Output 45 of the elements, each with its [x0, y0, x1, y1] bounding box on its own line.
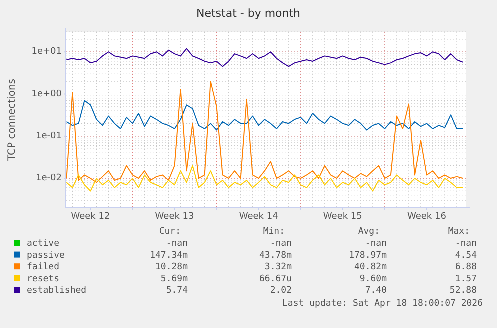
text: 10.28m: [155, 262, 188, 273]
text: 178.97m: [349, 250, 387, 261]
text: Max:: [448, 227, 470, 237]
text: -nan: [166, 239, 188, 249]
legend-label: established: [27, 286, 87, 296]
text: 3.32m: [264, 262, 292, 273]
text: Last update: Sat Apr 18 18:00:07 2026: [282, 299, 483, 309]
text: 40.82m: [354, 262, 387, 273]
line-series: [66, 100, 464, 131]
text: 2.02: [270, 286, 292, 296]
legend-label: passive: [27, 250, 65, 261]
legend-label: failed: [27, 262, 60, 273]
legend-label: resets: [27, 274, 60, 284]
text: 147.34m: [150, 250, 188, 261]
text: Cur:: [159, 227, 181, 237]
text: -nan: [455, 239, 477, 249]
text: 66.67u: [259, 274, 292, 284]
text: 4.54: [455, 250, 477, 261]
y-tick-label: 1e+00: [32, 89, 62, 100]
x-tick-label: Week 14: [239, 212, 279, 222]
x-tick-label: Week 12: [71, 212, 110, 222]
y-axis-title: TCP connections: [7, 78, 18, 162]
x-tick-label: Week 13: [155, 212, 194, 222]
line-series: [66, 165, 464, 192]
line-series: [66, 81, 464, 184]
x-tick-label: Week 15: [323, 212, 362, 222]
y-tick-label: 1e-01: [36, 131, 62, 142]
line-series: [66, 48, 464, 68]
text: 43.78m: [259, 250, 292, 261]
text: 6.88: [455, 262, 477, 273]
text: 5.69m: [160, 274, 188, 284]
y-tick-label: 1e+01: [32, 47, 62, 58]
text: 7.40: [365, 286, 387, 296]
chart-title: Netstat - by month: [196, 7, 301, 20]
text: Avg:: [358, 227, 380, 237]
text: Min:: [263, 227, 285, 237]
text: -nan: [270, 239, 292, 249]
text: -nan: [365, 239, 387, 249]
text: 9.60m: [360, 274, 387, 284]
legend-label: active: [27, 239, 60, 249]
text: 5.74: [166, 286, 188, 296]
x-tick-label: Week 16: [407, 212, 447, 222]
y-tick-label: 1e-02: [36, 174, 62, 184]
text: 52.88: [450, 286, 477, 296]
text: 1.57: [455, 274, 477, 284]
